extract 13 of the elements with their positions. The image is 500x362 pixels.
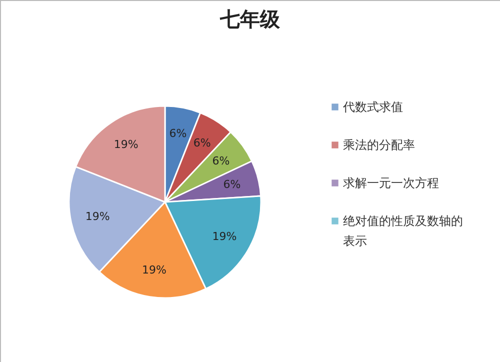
legend-label: 绝对值的性质及数轴的表示 — [343, 214, 463, 248]
data-label: 6% — [193, 136, 211, 150]
data-label: 19% — [142, 263, 166, 276]
legend-label: 乘法的分配率 — [343, 138, 415, 152]
data-label: 19% — [212, 230, 237, 244]
data-label: 6% — [212, 154, 230, 168]
data-label: 19% — [114, 138, 138, 151]
legend-label: 代数式求值 — [342, 100, 403, 114]
data-label: 19% — [85, 210, 110, 224]
chart-title: 七年级 — [219, 7, 281, 31]
legend-label: 求解一元一次方程 — [343, 176, 439, 190]
data-label: 6% — [169, 127, 187, 140]
data-label: 6% — [223, 178, 241, 191]
